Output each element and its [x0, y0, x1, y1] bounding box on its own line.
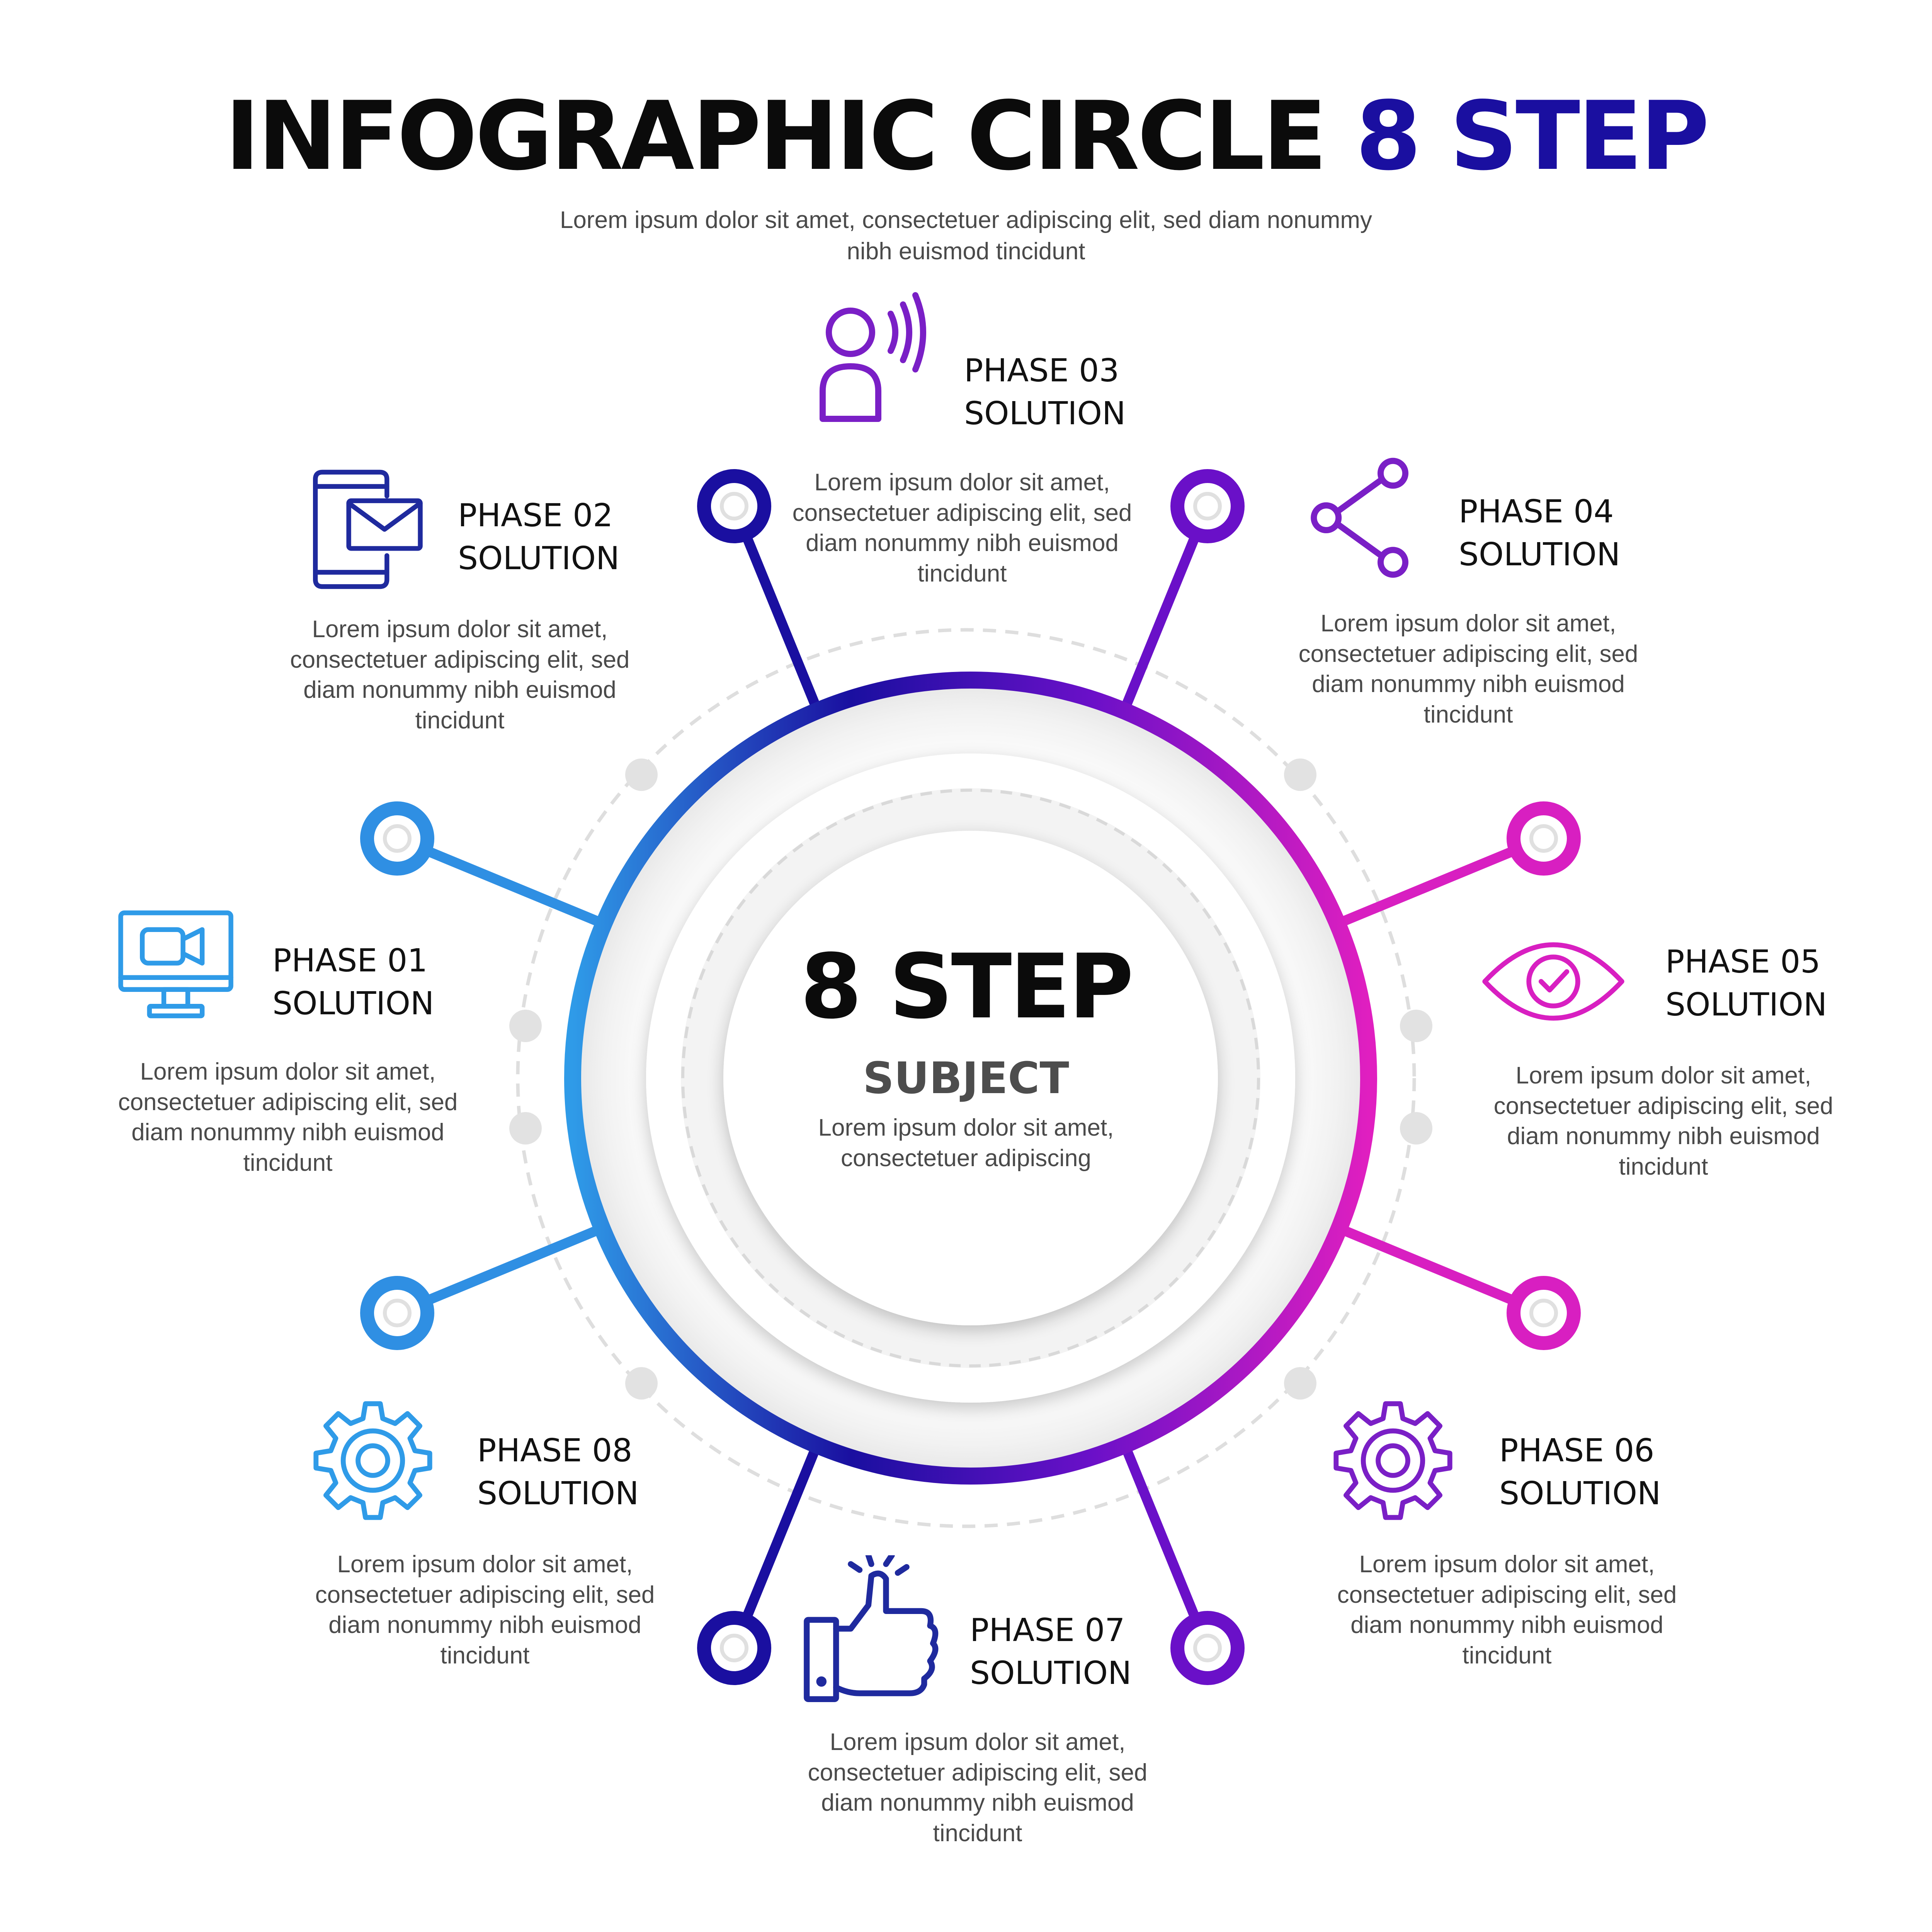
phase-04-title: PHASE 04 SOLUTION — [1459, 491, 1620, 576]
phase-06-label: PHASE 06 — [1499, 1432, 1655, 1469]
phone-mail-icon — [313, 469, 423, 589]
phase-08-label: PHASE 08 — [477, 1432, 633, 1469]
thumbs-up-icon — [804, 1555, 939, 1702]
phase-08-sublabel: SOLUTION — [477, 1475, 639, 1512]
phase-05-description: Lorem ipsum dolor sit amet, consectetuer… — [1493, 1062, 1833, 1180]
phase-04-description: Lorem ipsum dolor sit amet, consectetuer… — [1298, 610, 1638, 728]
inner-dashed-ring — [681, 789, 1260, 1367]
user-speaking-icon — [820, 292, 926, 422]
ring-dots — [509, 759, 1432, 1400]
phase-05-title: PHASE 05 SOLUTION — [1665, 941, 1827, 1026]
title-accent: 8 STEP — [1355, 81, 1709, 191]
share-icon — [1311, 457, 1408, 578]
center-description: Lorem ipsum dolor sit amet, consectetuer… — [818, 1114, 1114, 1172]
phase-06-sublabel: SOLUTION — [1499, 1475, 1661, 1512]
phase-06-title: PHASE 06 SOLUTION — [1499, 1430, 1661, 1515]
phase-03-title: PHASE 03 SOLUTION — [964, 350, 1126, 435]
spoke-node-centers — [383, 492, 1558, 1662]
phase-07-title: PHASE 07 SOLUTION — [970, 1609, 1131, 1695]
gear-icon — [1333, 1401, 1452, 1520]
page-title: INFOGRAPHIC CIRCLE 8 STEP — [0, 89, 1932, 184]
phase-03-sublabel: SOLUTION — [964, 395, 1126, 432]
eye-check-icon — [1482, 942, 1624, 1021]
inner-face — [723, 831, 1218, 1325]
phase-08-title: PHASE 08 SOLUTION — [477, 1430, 639, 1515]
phase-03-description: Lorem ipsum dolor sit amet, consectetuer… — [792, 469, 1132, 587]
page-subtitle: Lorem ipsum dolor sit amet, consectetuer… — [560, 207, 1372, 265]
phase-05-sublabel: SOLUTION — [1665, 986, 1827, 1023]
center-subtitle: SUBJECT — [863, 1053, 1069, 1104]
phase-01-label: PHASE 01 — [272, 942, 428, 979]
phase-02-title: PHASE 02 SOLUTION — [458, 495, 619, 580]
main-gradient-ring — [564, 672, 1377, 1485]
phase-04-sublabel: SOLUTION — [1459, 536, 1621, 573]
center-title: 8 STEP — [800, 935, 1134, 1039]
title-main: INFOGRAPHIC CIRCLE — [224, 81, 1327, 191]
phase-03-label: PHASE 03 — [964, 352, 1119, 389]
phase-01-sublabel: SOLUTION — [272, 985, 434, 1022]
phase-07-label: PHASE 07 — [970, 1612, 1125, 1649]
phase-01-title: PHASE 01 SOLUTION — [272, 940, 434, 1025]
phase-01-description: Lorem ipsum dolor sit amet, consectetuer… — [118, 1058, 458, 1177]
phase-04-label: PHASE 04 — [1459, 493, 1614, 530]
phase-07-sublabel: SOLUTION — [970, 1655, 1132, 1692]
phase-08-description: Lorem ipsum dolor sit amet, consectetuer… — [315, 1551, 655, 1669]
phase-02-sublabel: SOLUTION — [458, 540, 620, 577]
phase-02-label: PHASE 02 — [458, 497, 613, 534]
outer-dashed-ring — [516, 628, 1416, 1528]
phase-05-label: PHASE 05 — [1665, 944, 1821, 980]
phase-06-description: Lorem ipsum dolor sit amet, consectetuer… — [1337, 1551, 1677, 1669]
video-monitor-icon — [118, 910, 233, 1019]
phase-07-description: Lorem ipsum dolor sit amet, consectetuer… — [808, 1729, 1148, 1847]
gear-icon — [313, 1401, 432, 1520]
phase-02-description: Lorem ipsum dolor sit amet, consectetuer… — [290, 616, 630, 734]
